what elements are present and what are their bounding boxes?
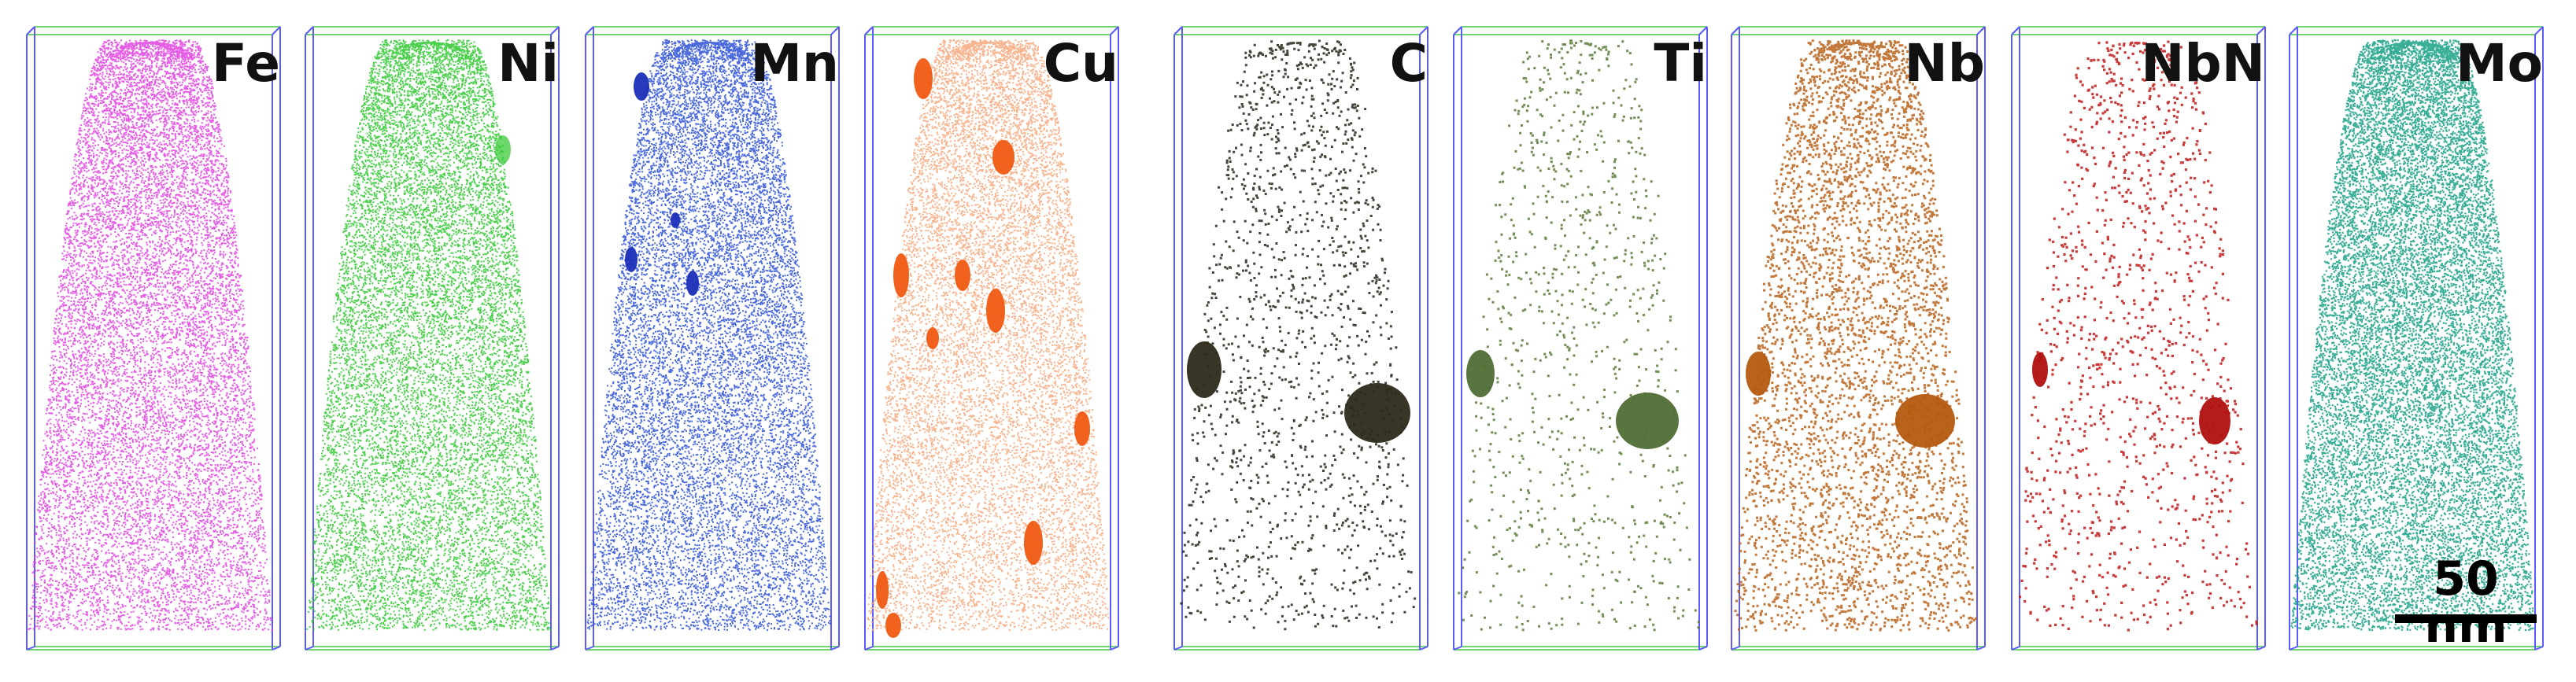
precipitate-cluster <box>914 58 933 99</box>
precipitate-cluster <box>926 327 939 349</box>
scale-bar-label: 50 nm <box>2424 551 2508 654</box>
atom-map-ti <box>1453 26 1708 651</box>
precipitate-cluster <box>634 72 649 101</box>
element-label-c: C <box>1389 33 1428 94</box>
element-label-mn: Mn <box>750 33 839 94</box>
panel-nb: Nb <box>1728 24 1996 653</box>
element-label-mo: Mo <box>2455 33 2543 94</box>
panel-ni: Ni <box>302 24 570 653</box>
element-label-ni: Ni <box>497 33 559 94</box>
precipitate-cluster <box>686 271 699 296</box>
precipitate-cluster <box>885 613 901 638</box>
precipitate-cluster <box>1187 341 1221 398</box>
precipitate-cluster <box>876 571 889 609</box>
precipitate-cluster <box>1616 393 1679 449</box>
atom-map-nbn <box>2011 26 2266 651</box>
panel-nbn: NbN <box>2009 24 2276 653</box>
precipitate-cluster <box>1466 350 1495 397</box>
element-label-cu: Cu <box>1043 33 1118 94</box>
atom-map-cu <box>864 26 1119 651</box>
atom-map-nb <box>1731 26 1986 651</box>
precipitate-cluster <box>1895 394 1955 448</box>
panel-cu: Cu <box>862 24 1129 653</box>
precipitate-cluster <box>1746 352 1771 396</box>
panel-c: C <box>1171 24 1439 653</box>
precipitate-cluster <box>2199 397 2230 444</box>
precipitate-cluster <box>893 253 909 297</box>
element-label-ti: Ti <box>1654 33 1707 94</box>
precipitate-cluster <box>1024 521 1043 565</box>
atom-map-mn <box>585 26 840 651</box>
atom-map-c <box>1173 26 1428 651</box>
atom-map-fe <box>26 26 281 651</box>
precipitate-cluster <box>495 135 511 164</box>
precipitate-cluster <box>955 260 970 291</box>
precipitate-cluster <box>2032 352 2048 387</box>
precipitate-cluster <box>671 212 680 228</box>
element-label-nb: Nb <box>1904 33 1985 94</box>
precipitate-cluster <box>1344 383 1410 443</box>
precipitate-cluster <box>625 247 638 272</box>
panel-ti: Ti <box>1451 24 1718 653</box>
precipitate-cluster <box>986 289 1005 333</box>
precipitate-cluster <box>1074 411 1090 446</box>
element-label-nbn: NbN <box>2141 33 2265 94</box>
panel-mn: Mn <box>582 24 850 653</box>
scale-bar: 50 nm <box>2395 555 2537 650</box>
atom-map-mo <box>2289 26 2544 651</box>
scale-bar-line <box>2395 614 2537 623</box>
element-label-fe: Fe <box>211 33 280 94</box>
panel-fe: Fe <box>24 24 291 653</box>
atom-map-ni <box>305 26 560 651</box>
panel-mo: Mo 50 nm <box>2286 24 2554 653</box>
precipitate-cluster <box>992 140 1015 175</box>
